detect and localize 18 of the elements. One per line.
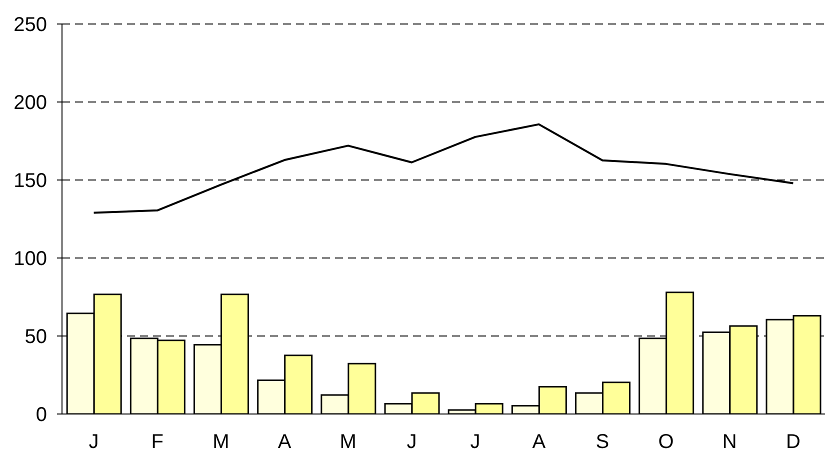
x-tick-label: M — [340, 431, 356, 454]
x-tick-label: M — [212, 431, 230, 454]
x-tick-label: O — [658, 431, 674, 454]
x-tick-label: D — [786, 431, 800, 454]
x-tick-label: S — [596, 431, 610, 454]
x-tick-label: N — [722, 431, 737, 454]
y-tick-label: 250 — [14, 14, 47, 36]
x-tick-label: J — [470, 431, 480, 454]
y-tick-label: 0 — [36, 404, 47, 426]
x-tick-label: J — [406, 431, 417, 454]
x-tick-label: A — [278, 431, 292, 454]
x-tick-label: F — [151, 431, 164, 454]
y-tick-label: 100 — [14, 248, 47, 270]
y-tick-label: 150 — [14, 170, 47, 192]
y-tick-label: 200 — [14, 92, 47, 114]
x-tick-label: A — [532, 431, 546, 454]
y-tick-label: 50 — [24, 326, 47, 348]
x-tick-label: J — [88, 431, 99, 454]
